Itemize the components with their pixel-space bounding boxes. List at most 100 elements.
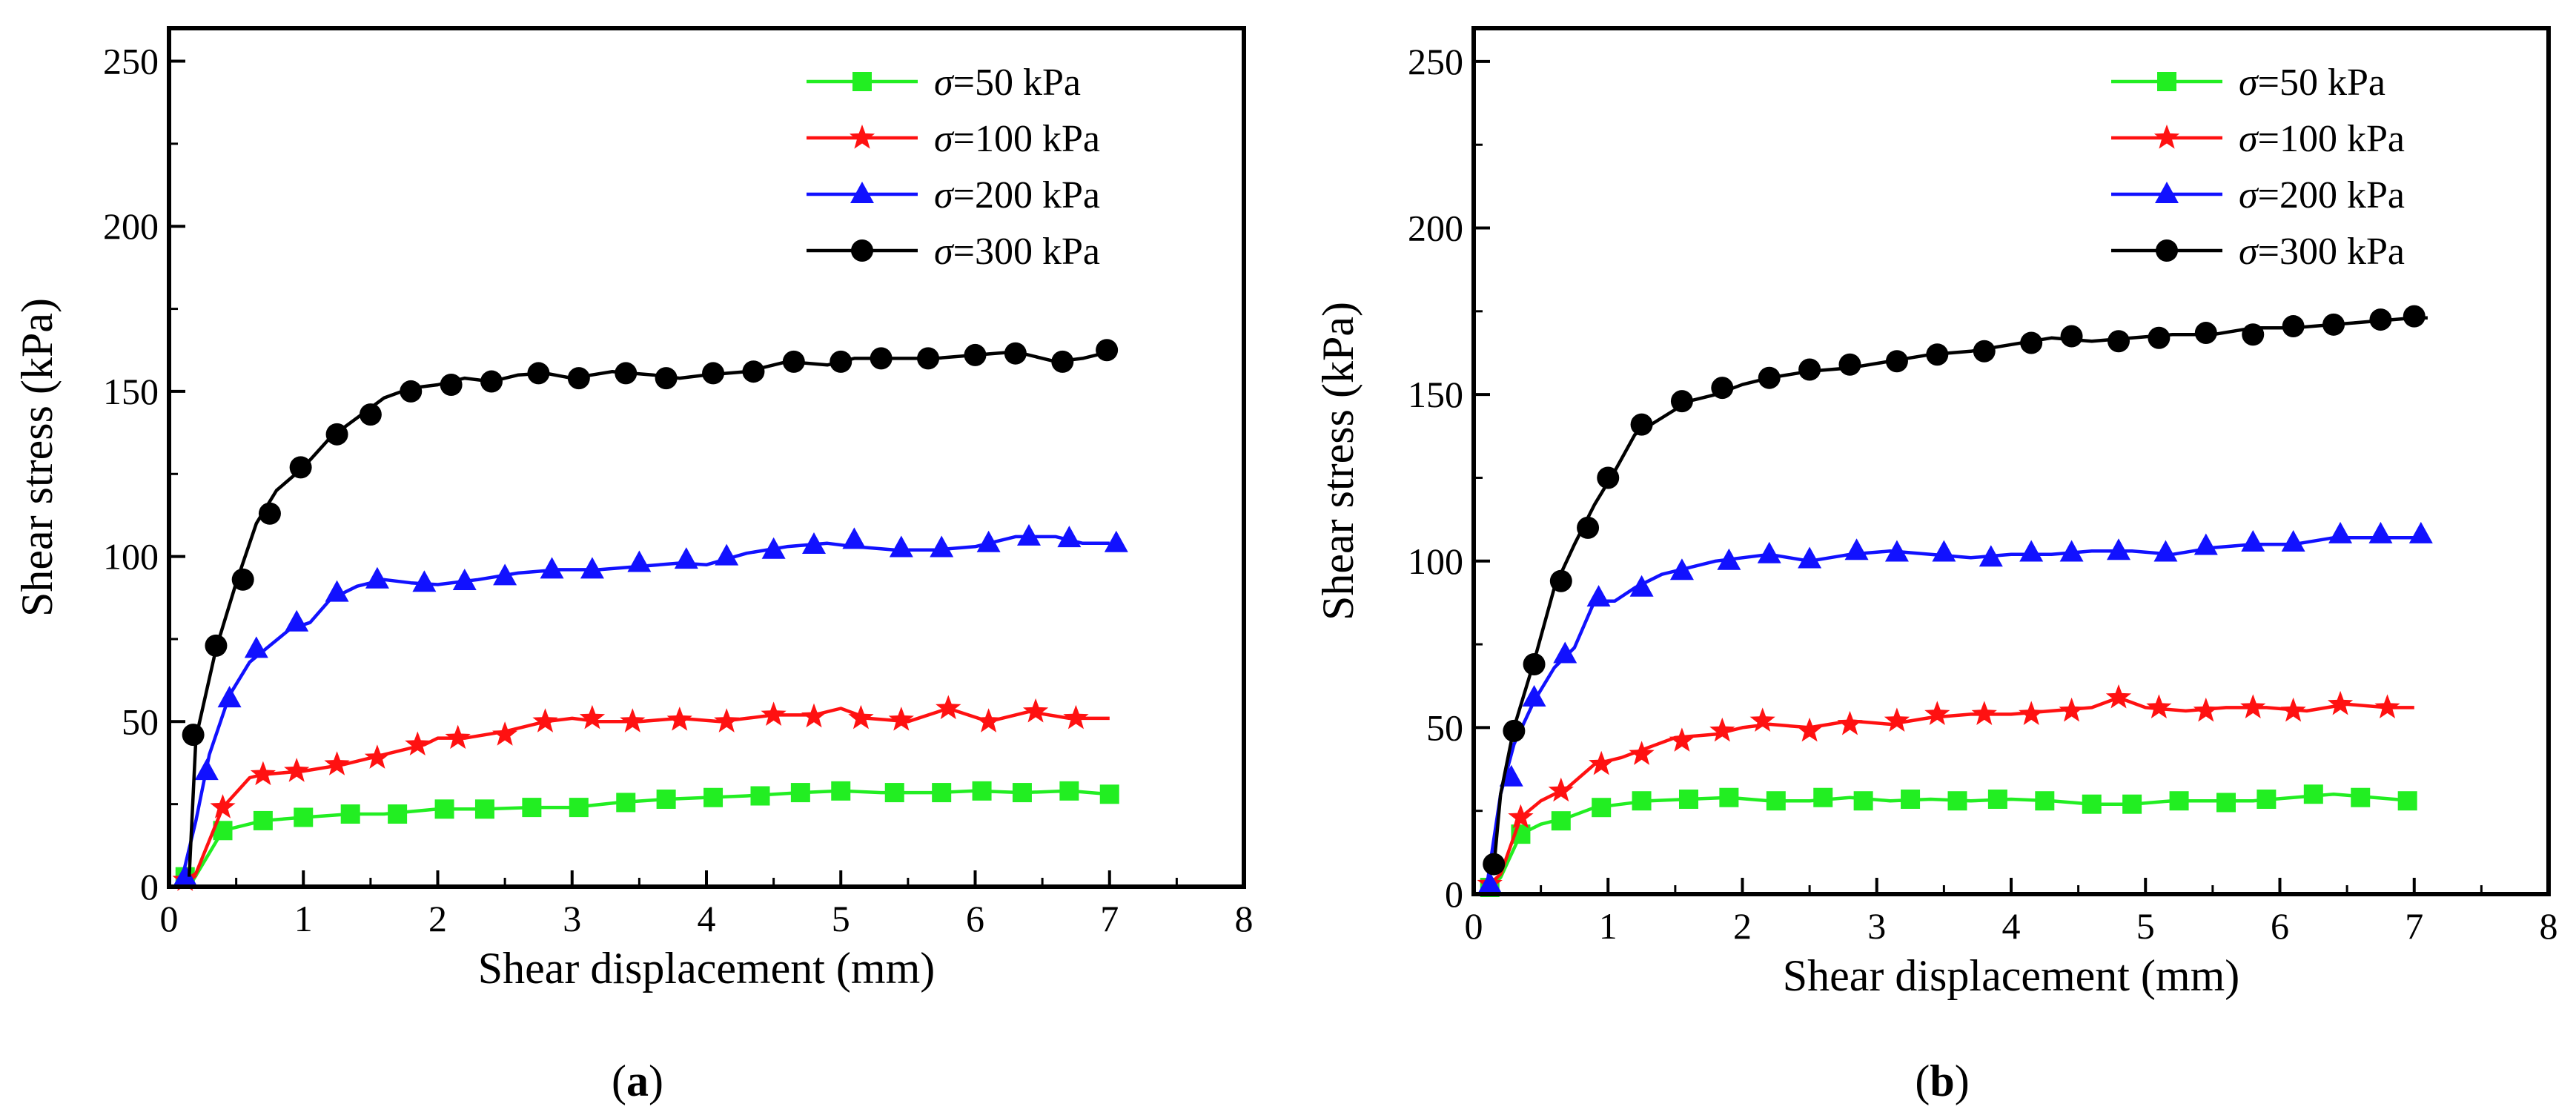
data-point xyxy=(884,783,904,803)
data-point xyxy=(324,751,350,775)
data-point xyxy=(388,804,408,824)
x-tick-label: 5 xyxy=(2136,905,2155,947)
legend-entry: σ=300 kPa xyxy=(2239,231,2405,273)
legend: σ=50 kPa σ=100 kPa σ=200 kPa σ=300 kPa xyxy=(807,62,1100,273)
data-point xyxy=(2169,791,2189,811)
data-point xyxy=(1717,548,1741,570)
data-point xyxy=(285,609,309,632)
y-tick-label: 0 xyxy=(140,866,159,907)
data-point xyxy=(976,708,1001,732)
data-point xyxy=(217,686,242,708)
data-point xyxy=(715,543,739,566)
data-point xyxy=(1885,350,1908,373)
data-point xyxy=(2019,540,2044,562)
data-point xyxy=(936,695,961,720)
data-point xyxy=(1947,791,1967,811)
data-point xyxy=(831,781,851,801)
data-point xyxy=(1797,717,1823,742)
data-point xyxy=(2105,684,2132,709)
data-point xyxy=(2193,697,2219,722)
series-line xyxy=(180,535,1110,878)
data-point xyxy=(2082,794,2102,814)
data-point xyxy=(2408,521,2433,543)
data-point xyxy=(2328,521,2353,543)
data-point xyxy=(434,799,454,819)
data-point xyxy=(2322,313,2345,336)
x-tick-label: 2 xyxy=(428,898,447,939)
data-point xyxy=(1012,783,1032,803)
y-tick-label: 50 xyxy=(1426,707,1463,748)
data-point xyxy=(1630,413,1653,436)
legend-marker xyxy=(850,182,874,203)
data-point xyxy=(400,380,423,403)
series-0 xyxy=(175,781,1119,887)
data-point xyxy=(1844,538,1869,560)
data-point xyxy=(888,707,914,731)
data-point xyxy=(674,547,698,569)
data-point xyxy=(917,347,940,370)
data-point xyxy=(1499,764,1523,787)
data-point xyxy=(1477,871,1502,893)
series-line xyxy=(184,707,1110,882)
y-tick-label: 200 xyxy=(1408,208,1463,249)
data-point xyxy=(359,403,382,426)
data-point xyxy=(1022,698,1049,723)
legend: σ=50 kPa σ=100 kPa σ=200 kPa σ=300 kPa xyxy=(2111,62,2405,273)
data-point xyxy=(714,708,740,732)
data-point xyxy=(231,568,254,591)
data-point xyxy=(2148,326,2171,349)
data-point xyxy=(1979,545,2003,567)
legend-entry: σ=100 kPa xyxy=(934,118,1100,160)
x-tick-label: 4 xyxy=(2002,905,2021,947)
legend-entry: σ=200 kPa xyxy=(934,174,1100,216)
data-point xyxy=(493,563,517,586)
data-point xyxy=(1709,717,1735,742)
data-point xyxy=(2280,697,2306,722)
data-point xyxy=(1548,777,1574,802)
data-point xyxy=(656,789,676,809)
data-point xyxy=(1758,366,1781,389)
data-point xyxy=(2303,784,2323,804)
data-point xyxy=(2060,325,2083,348)
data-point xyxy=(1577,516,1600,539)
data-point xyxy=(540,557,564,579)
data-point xyxy=(1004,342,1027,365)
data-point xyxy=(620,708,646,732)
data-point xyxy=(2035,791,2055,811)
data-point xyxy=(2107,538,2130,560)
x-tick-label: 6 xyxy=(2271,905,2289,947)
data-point xyxy=(1059,781,1079,801)
panel-caption: (b) xyxy=(1915,1056,1969,1105)
data-point xyxy=(1549,569,1572,592)
legend-marker xyxy=(2153,125,2180,149)
x-tick-label: 5 xyxy=(832,898,850,939)
data-point xyxy=(325,580,349,602)
legend-entry: σ=200 kPa xyxy=(2239,174,2405,216)
data-point xyxy=(1553,641,1577,664)
data-point xyxy=(1987,789,2007,809)
legend-entry: σ=100 kPa xyxy=(2239,118,2405,160)
data-point xyxy=(1884,540,1909,562)
legend-marker xyxy=(849,125,875,149)
data-point xyxy=(1551,811,1571,831)
data-point xyxy=(1798,358,1821,381)
data-point xyxy=(666,707,692,731)
data-point xyxy=(289,456,312,479)
data-point xyxy=(194,758,219,781)
data-point xyxy=(527,362,550,385)
data-point xyxy=(1837,710,1863,735)
data-point xyxy=(2193,533,2218,555)
y-tick-label: 250 xyxy=(1408,41,1463,82)
legend-marker xyxy=(851,239,873,262)
x-tick-label: 7 xyxy=(2405,905,2423,947)
data-point xyxy=(1017,523,1041,546)
x-tick-label: 0 xyxy=(160,898,179,939)
panel-a: 0 1 2 3 4 5 6 7 8 0 50 100 150 200 250 Shear displaceme… xyxy=(13,26,1254,1105)
data-point xyxy=(532,708,558,732)
data-point xyxy=(976,530,1001,552)
legend-entry: σ=50 kPa xyxy=(2239,62,2385,104)
y-tick-label: 0 xyxy=(1445,873,1463,915)
data-point xyxy=(1051,350,1074,373)
data-point xyxy=(1483,853,1506,876)
data-point xyxy=(440,374,463,397)
